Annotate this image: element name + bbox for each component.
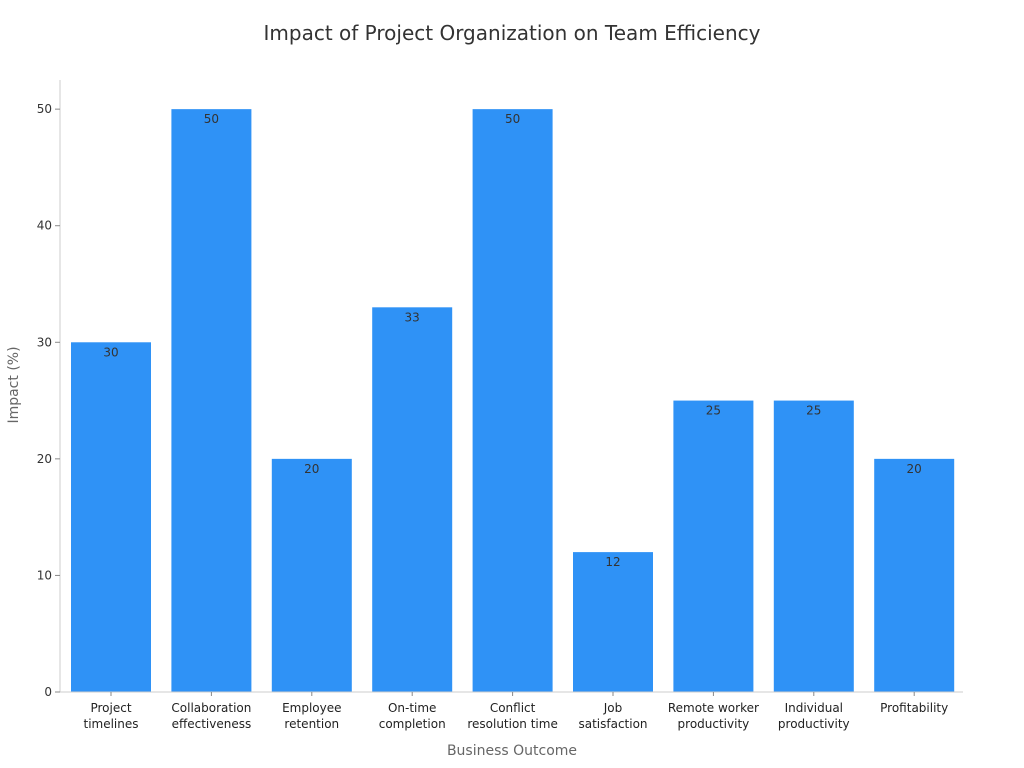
x-tick-label-line: completion <box>379 717 446 731</box>
x-tick-label: Remote worker productivity <box>668 701 759 731</box>
x-tick-label: On-time completion <box>379 701 446 731</box>
y-tick-label: 40 <box>37 219 52 233</box>
bar <box>573 552 653 692</box>
bar <box>874 458 955 692</box>
x-tick-label-line: productivity <box>778 717 850 731</box>
y-tick-label: 10 <box>37 568 52 582</box>
x-tick-label: Conflict resolution time <box>467 701 558 731</box>
x-tick-label-line: Job <box>603 701 623 715</box>
x-tick-label: Project timelines <box>83 701 138 731</box>
data-label: 25 <box>806 404 821 418</box>
bar <box>71 342 151 692</box>
x-tick-label-line: effectiveness <box>172 717 252 731</box>
bar <box>372 307 453 692</box>
y-tick-label: 50 <box>37 102 52 116</box>
y-axis-label: Impact (%) <box>6 346 22 423</box>
y-axis: 0 10 20 30 40 50 <box>37 80 61 699</box>
x-axis: Project timelines Collaboration effectivene… <box>60 691 963 731</box>
x-tick-label: Individual productivity <box>778 701 850 731</box>
x-tick-label-line: retention <box>284 717 339 731</box>
bar <box>271 458 352 692</box>
bar <box>673 400 754 692</box>
x-tick-label-line: Collaboration <box>171 701 251 715</box>
x-tick-label-line: Individual <box>785 701 843 715</box>
y-tick-label: 0 <box>44 685 52 699</box>
data-label: 25 <box>706 404 721 418</box>
x-tick-label: Employee retention <box>282 701 341 731</box>
x-tick-label: Profitability <box>880 701 948 715</box>
x-tick-label-line: Remote worker <box>668 701 759 715</box>
x-tick-label-line: On-time <box>388 701 437 715</box>
x-tick-label-line: Employee <box>282 701 341 715</box>
x-tick-label-line: Profitability <box>880 701 948 715</box>
x-tick-label-line: Conflict <box>490 701 536 715</box>
data-label: 50 <box>505 112 520 126</box>
x-tick-label-line: satisfaction <box>578 717 647 731</box>
x-tick-label-line: timelines <box>83 717 138 731</box>
data-label: 12 <box>605 555 620 569</box>
data-label: 20 <box>304 462 319 476</box>
y-tick-label: 30 <box>37 335 52 349</box>
bar <box>472 109 553 692</box>
x-axis-label: Business Outcome <box>447 743 577 759</box>
data-label: 30 <box>103 345 118 359</box>
data-label: 33 <box>405 310 420 324</box>
bar <box>171 109 252 692</box>
data-label: 50 <box>204 112 219 126</box>
x-tick-label-line: resolution time <box>467 717 558 731</box>
bar <box>773 400 854 692</box>
data-label: 20 <box>907 462 922 476</box>
bars-group: 30 50 20 33 50 12 25 25 20 <box>71 109 955 692</box>
chart-title: Impact of Project Organization on Team E… <box>264 21 761 45</box>
x-tick-label-line: productivity <box>678 717 750 731</box>
y-tick-label: 20 <box>37 452 52 466</box>
x-tick-label: Job satisfaction <box>578 701 647 731</box>
x-tick-label-line: Project <box>90 701 131 715</box>
x-tick-label: Collaboration effectiveness <box>171 701 251 731</box>
